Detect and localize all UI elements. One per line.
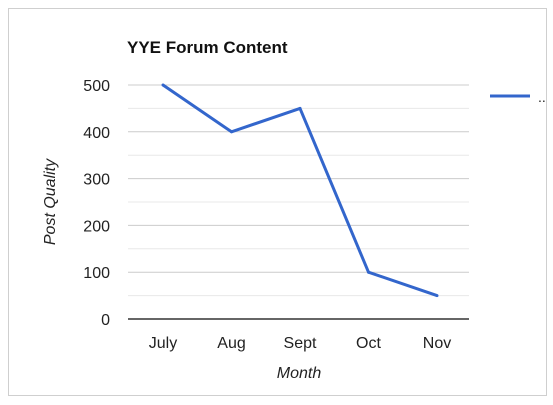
chart-title: YYE Forum Content: [127, 38, 288, 57]
y-axis-label: Post Quality: [42, 158, 59, 245]
legend: ..: [490, 89, 546, 105]
y-tick-label: 300: [83, 172, 110, 189]
x-tick-label: July: [149, 335, 177, 352]
grid-lines: [128, 84, 469, 297]
x-axis-label: Month: [277, 365, 322, 382]
x-tick-label: Nov: [423, 335, 451, 352]
y-tick-label: 200: [83, 218, 110, 235]
data-points: [161, 83, 439, 298]
data-point: [161, 83, 165, 87]
data-point: [435, 294, 439, 298]
data-point: [298, 106, 302, 110]
series-line: [162, 83, 438, 298]
x-tick-label: Oct: [356, 335, 381, 352]
x-tick-label: Aug: [217, 335, 245, 352]
data-point: [230, 130, 233, 134]
y-tick-label: 0: [101, 312, 110, 329]
x-tick-labels: July Aug Sept Oct Nov: [149, 335, 451, 352]
y-tick-labels: 0 100 200 300 400 500: [83, 78, 110, 329]
y-tick-label: 400: [83, 125, 110, 142]
x-tick-label: Sept: [284, 335, 317, 352]
y-tick-label: 100: [83, 265, 110, 282]
legend-label: ..: [538, 89, 546, 105]
data-point: [367, 270, 370, 274]
y-tick-label: 500: [83, 78, 110, 95]
